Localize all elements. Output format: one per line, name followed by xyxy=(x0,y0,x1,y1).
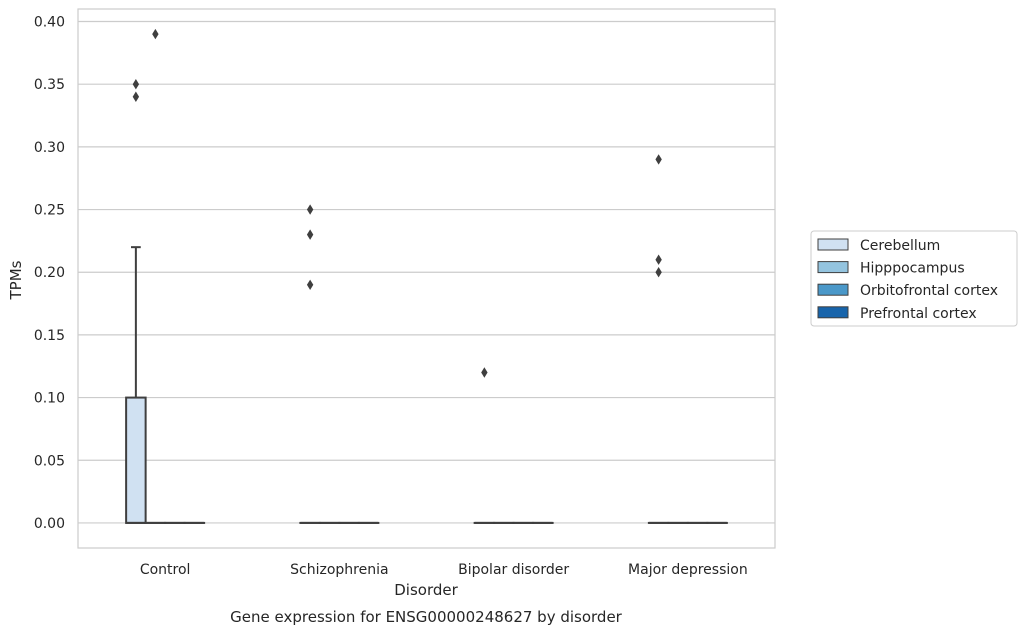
outlier-point xyxy=(655,267,662,278)
y-tick-label: 0.00 xyxy=(34,516,65,532)
y-tick-label: 0.35 xyxy=(34,77,65,93)
legend-label: Prefrontal cortex xyxy=(860,306,977,322)
outlier-point xyxy=(132,79,140,90)
y-grid-lines xyxy=(78,20,775,524)
legend-frame xyxy=(810,230,1018,327)
y-tick-label: 0.30 xyxy=(34,140,65,156)
legend-swatch xyxy=(817,261,849,274)
box xyxy=(125,396,147,524)
legend-swatch xyxy=(817,283,849,296)
plot-frame xyxy=(77,8,776,549)
y-tick-label: 0.05 xyxy=(34,453,65,469)
outlier-point xyxy=(152,28,159,40)
outlier-point xyxy=(655,254,662,265)
x-tick-label: Schizophrenia xyxy=(290,562,388,578)
outlier-point xyxy=(655,154,662,165)
outlier-point xyxy=(306,229,314,240)
x-tick-label: Control xyxy=(140,562,191,578)
legend-label: Hipppocampus xyxy=(860,261,965,277)
legend-label: Cerebellum xyxy=(860,238,940,254)
y-tick-label: 0.20 xyxy=(34,265,65,281)
box-0-1 xyxy=(144,28,167,524)
box-0-0 xyxy=(125,79,147,524)
y-tick-label: 0.25 xyxy=(34,203,65,219)
legend: Cerebellum Hipppocampus Orbitofrontal cort… xyxy=(810,230,1018,327)
legend-label: Orbitofrontal cortex xyxy=(860,283,998,299)
x-axis-ticks: Control Schizophrenia Bipolar disorder Majo… xyxy=(140,562,748,578)
x-tick-label: Bipolar disorder xyxy=(458,562,569,578)
legend-swatch xyxy=(817,238,849,251)
y-tick-label: 0.10 xyxy=(34,391,65,407)
y-axis-label: TPMs xyxy=(7,260,25,300)
outlier-point xyxy=(306,204,314,215)
box-1-0 xyxy=(299,204,321,524)
chart-caption: Gene expression for ENSG00000248627 by d… xyxy=(230,608,623,626)
y-tick-label: 0.15 xyxy=(34,328,65,344)
outlier-point xyxy=(306,279,314,290)
outlier-point xyxy=(132,91,140,102)
plot-area xyxy=(125,28,728,524)
legend-swatch xyxy=(817,306,849,319)
y-tick-label: 0.40 xyxy=(34,15,65,31)
outlier-point xyxy=(481,367,488,378)
x-tick-label: Major depression xyxy=(628,562,748,578)
x-axis-label: Disorder xyxy=(394,581,458,599)
y-axis-ticks: 0.00 0.05 0.10 0.15 0.20 0.25 0.30 0.35 0.40 xyxy=(34,15,65,532)
box-2-0 xyxy=(473,367,496,524)
